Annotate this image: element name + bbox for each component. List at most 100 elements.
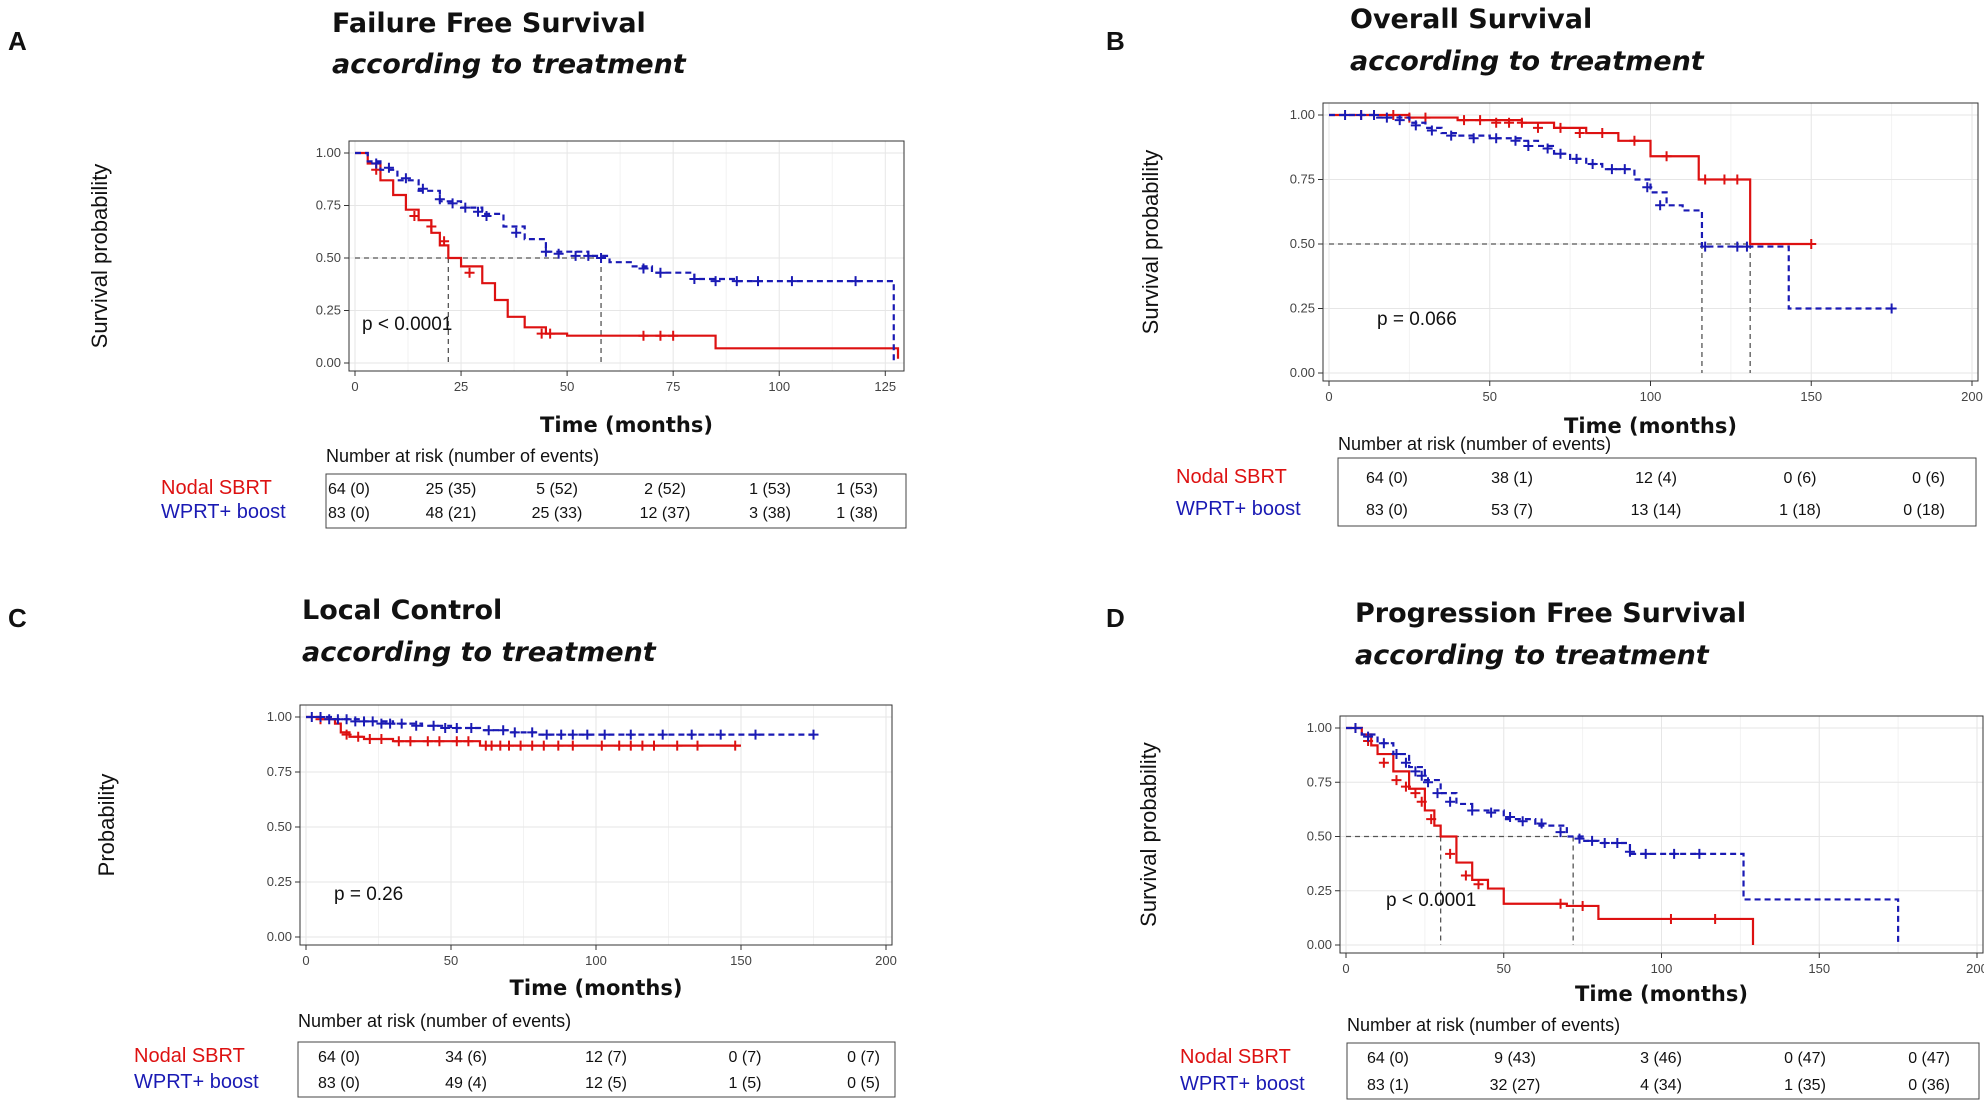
censor-mark [495,740,506,751]
risk-cell: 12 (5) [585,1075,627,1092]
y-tick-label: 0.50 [1290,236,1315,251]
censor-mark [1486,807,1497,818]
censor-mark [341,714,352,725]
x-tick-label: 50 [1483,389,1497,404]
risk-cell: 12 (7) [585,1049,627,1066]
censor-mark [538,740,549,751]
censor-mark [367,716,378,727]
risk-cell: 1 (53) [749,481,791,498]
x-tick-label: 50 [1497,961,1511,976]
censor-mark [1426,125,1437,136]
y-axis-label: Probability [94,774,119,877]
p-value: p < 0.0001 [1386,890,1476,911]
chart-title: Failure Free Survival [332,8,646,39]
censor-mark [1400,757,1411,768]
censor-mark [1432,788,1443,799]
censor-mark [1587,159,1598,170]
risk-cell: 25 (33) [532,505,583,522]
risk-group-label: Nodal SBRT [134,1045,245,1067]
panel-label: C [8,603,27,633]
p-value: p = 0.26 [334,884,403,905]
censor-mark [1491,117,1502,128]
y-tick-label: 0.00 [316,355,341,370]
y-tick-label: 1.00 [267,709,292,724]
panel-label: D [1106,603,1125,633]
censor-mark [599,729,610,740]
panel-b: B Overall Survival according to treatment 0… [1106,4,1983,527]
censor-mark [1642,182,1653,193]
censor-mark [434,736,445,747]
risk-cell: 64 (0) [318,1049,360,1066]
risk-group-label: WPRT+ boost [1176,498,1301,520]
x-axis-label: Time (months) [1564,414,1737,438]
censor-mark [447,198,458,209]
censor-mark [614,740,625,751]
censor-mark [364,734,375,744]
censor-mark [1468,133,1479,144]
panel-c: C Local Control according to treatment 0 50 1… [8,595,897,1098]
x-tick-label: 100 [1651,961,1673,976]
censor-mark [649,740,659,751]
censor-mark [428,720,439,731]
censor-mark [1532,122,1543,133]
censor-mark [376,718,387,729]
risk-table-header: Number at risk (number of events) [1347,1015,1620,1035]
censor-mark [400,173,411,184]
x-tick-label: 50 [444,953,458,968]
censor-mark [1710,913,1721,924]
risk-group-label: Nodal SBRT [1176,466,1287,488]
y-tick-label: 0.25 [267,874,292,889]
censor-mark [411,720,422,731]
censor-mark [1426,814,1437,825]
censor-mark [1536,818,1547,829]
risk-cell: 83 (1) [1367,1077,1409,1094]
censor-mark [1806,239,1817,249]
censor-mark [657,729,668,740]
censor-mark [1423,777,1434,788]
censor-mark [527,727,538,738]
x-tick-label: 100 [1640,389,1662,404]
censor-mark [504,740,514,751]
censor-mark [850,276,861,287]
censor-mark [527,740,538,751]
censor-mark [1473,879,1484,890]
censor-mark [341,729,352,740]
plot-frame [348,140,905,372]
censor-mark [686,729,697,740]
censor-mark [426,221,437,232]
x-tick-label: 150 [730,953,752,968]
y-tick-label: 0.00 [1307,937,1332,952]
censor-mark [1505,811,1516,822]
censor-mark [417,183,428,194]
y-tick-label: 0.50 [316,250,341,265]
risk-group-label: Nodal SBRT [161,477,272,499]
x-axis-label: Time (months) [540,413,713,437]
risk-cell: 3 (38) [749,505,791,522]
risk-cell: 3 (46) [1640,1050,1682,1067]
censor-mark [486,740,497,751]
censor-mark [570,250,581,261]
x-tick-label: 50 [560,379,574,394]
x-tick-label: 0 [1342,961,1349,976]
risk-table-frame [1346,1042,1980,1100]
chart-title: Overall Survival [1350,4,1592,35]
censor-mark [1574,833,1585,844]
y-tick-label: 0.00 [267,929,292,944]
censor-mark [1669,848,1680,859]
chart-title: Local Control [302,595,502,626]
risk-cell: 32 (27) [1490,1077,1541,1094]
chart-subtitle: according to treatment [1350,46,1705,77]
y-axis-label: Survival probability [1136,742,1161,927]
censor-mark [1381,112,1392,123]
censor-mark [1629,135,1640,146]
risk-table-header: Number at risk (number of events) [326,446,599,466]
censor-mark [1394,115,1405,126]
risk-cell: 64 (0) [1366,470,1408,487]
p-value: p < 0.0001 [362,314,452,335]
censor-mark [1719,174,1730,185]
censor-mark [515,740,526,751]
censor-mark [481,211,492,221]
risk-table-header: Number at risk (number of events) [1338,434,1611,454]
censor-mark [383,162,394,173]
